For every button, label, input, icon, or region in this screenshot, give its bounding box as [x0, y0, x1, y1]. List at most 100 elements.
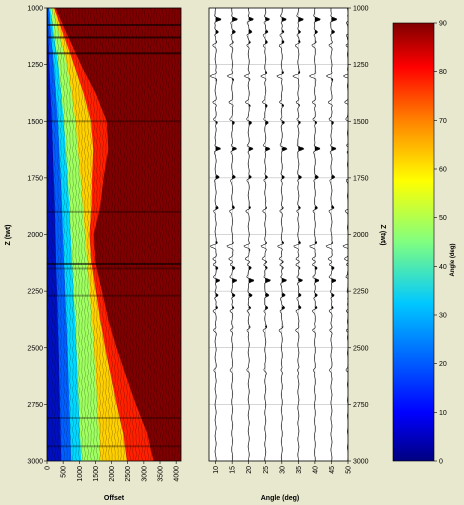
offset-trace [57, 8, 59, 461]
offset-trace [170, 8, 174, 461]
offset-x-tick-label: 1000 [77, 466, 84, 482]
angle-x-tick-label: 35 [296, 466, 303, 474]
angle-y-tick-label: 2000 [353, 232, 369, 239]
offset-y-tick-label: 1750 [27, 175, 43, 182]
offset-trace [128, 8, 132, 461]
colorbar-gradient [392, 22, 435, 462]
offset-y-tick-label: 2250 [27, 289, 43, 296]
offset-trace [146, 8, 150, 461]
colorbar: 0 10 20 30 40 50 60 70 80 90 Angle (deg) [392, 21, 456, 466]
colorbar-tick-label: 90 [439, 21, 447, 28]
reflector-event [47, 294, 181, 297]
offset-trace [62, 8, 66, 461]
angle-x-tick-label: 50 [346, 466, 353, 474]
offset-y-tick-label: 3000 [27, 459, 43, 466]
angle-trace [243, 8, 255, 461]
offset-trace [80, 8, 84, 461]
angle-trace [209, 8, 222, 461]
angle-trace-fill [298, 17, 304, 309]
offset-trace [134, 8, 138, 461]
offset-y-tick-label: 1000 [27, 6, 43, 13]
offset-x-tick-label: 2500 [125, 466, 132, 482]
offset-trace [141, 8, 143, 461]
offset-y-tick-label: 1500 [27, 119, 43, 126]
offset-trace [111, 8, 114, 461]
offset-trace [152, 8, 156, 461]
colorbar-label: Angle (deg) [450, 244, 456, 277]
angle-trace-fill [215, 17, 221, 309]
angle-trace [292, 8, 305, 461]
offset-trace [177, 8, 179, 461]
angle-y-tick-label: 2500 [353, 345, 369, 352]
offset-trace [71, 8, 74, 461]
offset-gather-traces [47, 8, 181, 461]
offset-y-tick-label: 2000 [27, 232, 43, 239]
angle-x-ticks: 10 15 20 25 30 35 40 45 50 [213, 461, 353, 474]
angle-trace [226, 8, 238, 461]
angle-y-tick-label: 3000 [353, 459, 369, 466]
offset-trace [68, 8, 72, 461]
colorbar-tick-label: 30 [439, 313, 447, 320]
offset-trace [86, 8, 90, 461]
offset-x-tick-label: 3000 [141, 466, 148, 482]
angle-x-axis-label: Angle (deg) [261, 495, 300, 502]
offset-trace [101, 8, 105, 461]
offset-y-tick-label: 2500 [27, 345, 43, 352]
reflector-event [47, 445, 181, 448]
offset-trace [144, 8, 147, 461]
offset-trace [131, 8, 135, 461]
angle-trace [308, 8, 321, 461]
offset-trace [93, 8, 95, 461]
angle-trace [276, 8, 288, 461]
reflector-event [47, 23, 181, 26]
reflector-event [47, 52, 181, 55]
offset-x-tick-label: 4000 [174, 466, 181, 482]
angle-y-tick-label: 1500 [353, 119, 369, 126]
offset-trace [47, 8, 51, 461]
angle-gather-traces [209, 8, 348, 461]
offset-trace [161, 8, 165, 461]
angle-trace-fill [232, 17, 238, 309]
offset-x-axis-label: Offset [104, 495, 125, 502]
angle-trace-fill [331, 17, 337, 309]
angle-x-tick-label: 15 [230, 466, 237, 474]
offset-trace [104, 8, 107, 461]
offset-trace [156, 8, 159, 460]
angle-y-ticks: 1000 1250 1500 1750 2000 2250 2500 2750 3000 [348, 6, 369, 466]
offset-trace [174, 8, 176, 461]
offset-trace [83, 8, 87, 461]
offset-trace [167, 8, 171, 461]
offset-trace [137, 8, 141, 461]
angle-y-tick-label: 1000 [353, 6, 369, 13]
offset-trace [149, 8, 153, 460]
offset-trace [59, 8, 62, 461]
offset-y-ticks: 1000 1250 1500 1750 2000 2250 2500 2750 3000 [27, 6, 47, 466]
offset-trace [98, 8, 102, 461]
colorbar-tick-label: 0 [439, 459, 443, 466]
colorbar-tick-label: 50 [439, 215, 447, 222]
reflector-event [47, 262, 181, 265]
offset-trace [53, 8, 57, 461]
angle-trace-fill [281, 17, 287, 328]
angle-x-tick-label: 10 [213, 466, 220, 474]
colorbar-ticks: 0 10 20 30 40 50 60 70 80 90 [434, 21, 447, 466]
offset-y-tick-label: 1250 [27, 62, 43, 69]
reflector-event [47, 267, 181, 270]
offset-x-tick-label: 500 [61, 466, 68, 478]
offset-trace [116, 8, 120, 461]
heatmap-bands [47, 8, 154, 461]
angle-x-tick-label: 40 [312, 466, 319, 474]
angle-x-tick-label: 45 [329, 466, 336, 474]
offset-y-axis-label: Z (twt) [5, 225, 12, 246]
offset-trace [75, 8, 77, 461]
reflector-event [47, 210, 181, 213]
offset-trace [50, 8, 54, 461]
offset-trace [119, 8, 123, 461]
angle-y-tick-label: 1250 [353, 62, 369, 69]
offset-trace [95, 8, 99, 461]
angle-trace-fill [314, 17, 321, 309]
colorbar-tick-label: 70 [439, 118, 447, 125]
offset-x-tick-label: 2000 [109, 466, 116, 482]
